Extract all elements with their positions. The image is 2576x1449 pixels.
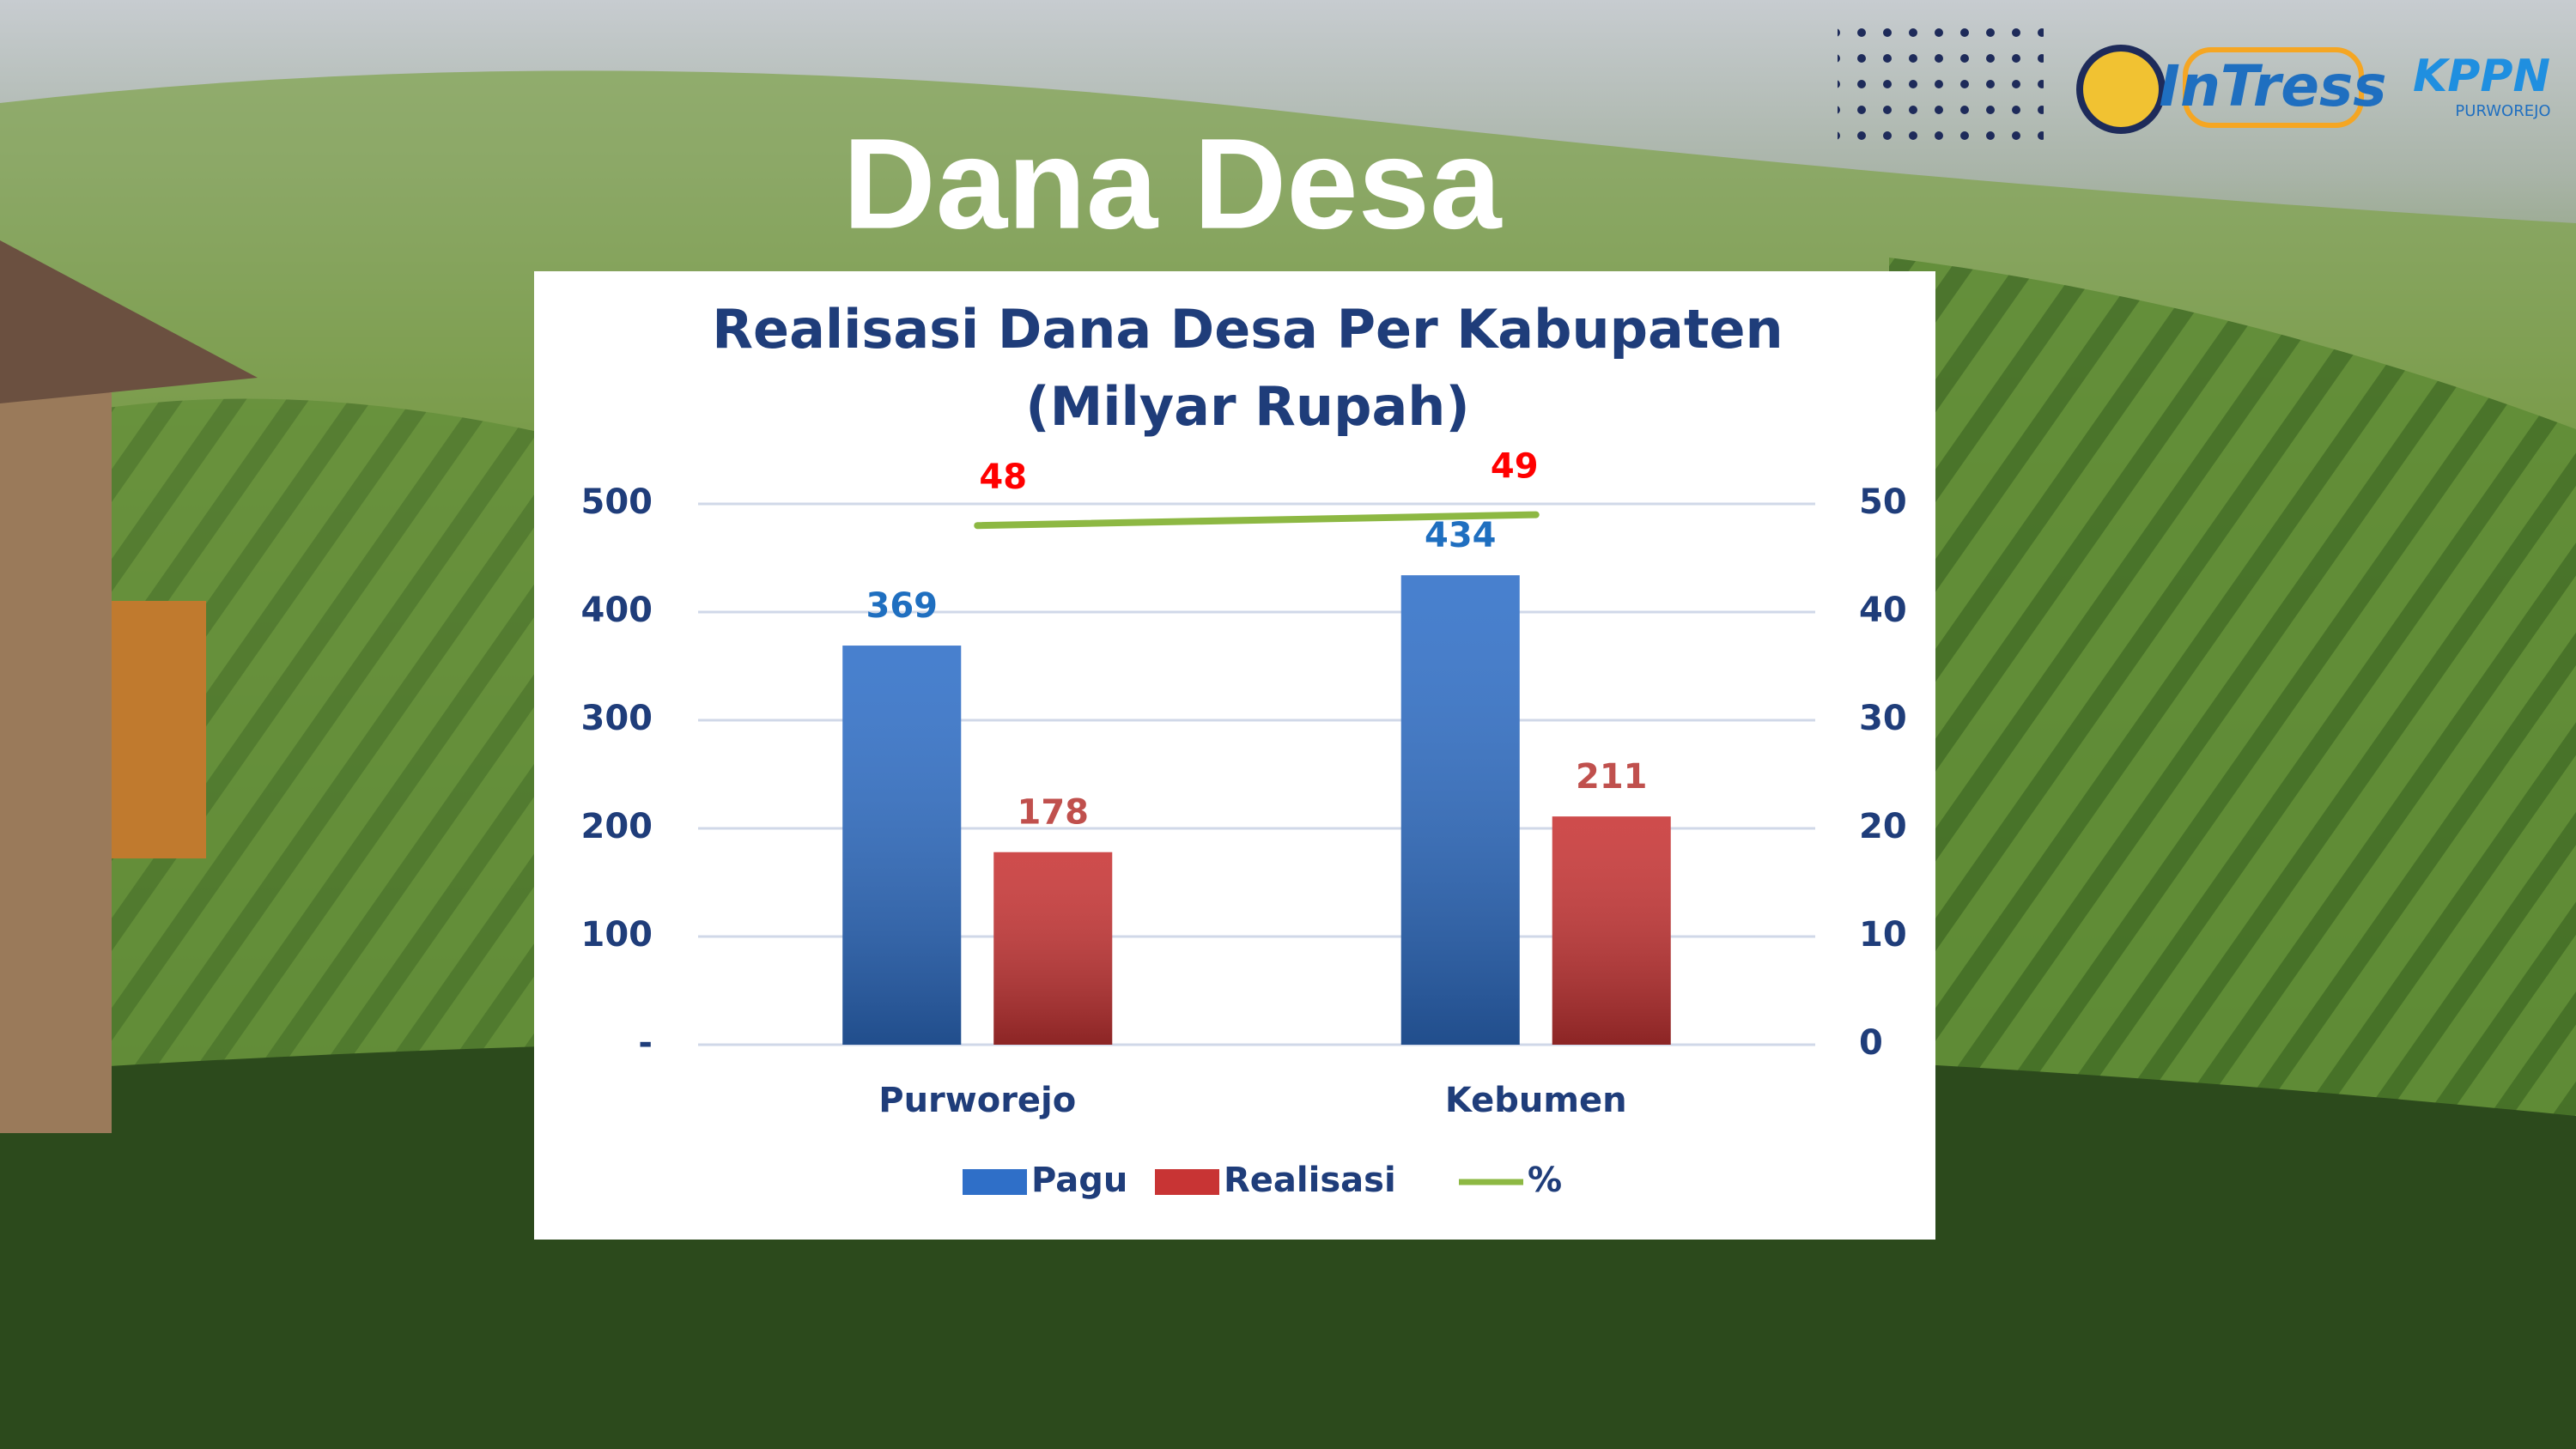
legend-label: %	[1528, 1161, 1562, 1200]
legend-swatch	[1155, 1169, 1219, 1195]
data-label: 49	[1491, 447, 1539, 487]
y-tick-label: 400	[581, 591, 653, 630]
legend-swatch	[963, 1169, 1027, 1195]
line	[974, 511, 1540, 530]
y2-tick-label: 20	[1859, 807, 1907, 846]
chart-panel	[534, 271, 1935, 1240]
y2-tick-label: 40	[1859, 591, 1907, 630]
chart-subtitle: (Milyar Rupah)	[1025, 375, 1470, 438]
legend-label: Pagu	[1031, 1161, 1127, 1200]
emblem	[2076, 45, 2166, 134]
slide-heading: Dana Desa	[842, 112, 1503, 256]
x-tick-label: Purworejo	[878, 1081, 1076, 1120]
legend-label: Realisasi	[1224, 1161, 1396, 1200]
y-tick-label: 500	[581, 482, 653, 522]
data-label: 178	[1018, 793, 1090, 833]
bar-shade	[993, 852, 1113, 1045]
data-label: 369	[866, 586, 939, 626]
y-tick-label: 200	[581, 807, 653, 846]
bar-shade	[1552, 816, 1671, 1045]
y2-tick-label: 10	[1859, 915, 1907, 955]
y-tick-label: 300	[581, 699, 653, 738]
logo-text: InTress	[2159, 53, 2386, 119]
y-tick-label: -	[638, 1023, 653, 1063]
y2-tick-label: 30	[1859, 699, 1907, 738]
logo-text: PURWOREJO	[2455, 102, 2550, 120]
bar-shade	[1400, 575, 1520, 1045]
y-tick-label: 100	[581, 915, 653, 955]
bar-shade	[842, 646, 962, 1045]
chart-title: Realisasi Dana Desa Per Kabupaten	[712, 298, 1783, 361]
data-label: 434	[1425, 516, 1497, 555]
y2-tick-label: 0	[1859, 1023, 1883, 1063]
data-label: 48	[979, 458, 1027, 497]
dot-pattern	[1838, 26, 2044, 146]
data-label: 211	[1576, 757, 1648, 797]
logo-text: KPPN	[2413, 51, 2550, 102]
logo-area: InTress KPPN PURWOREJO	[1838, 26, 2551, 146]
x-tick-label: Kebumen	[1445, 1081, 1627, 1120]
y2-tick-label: 50	[1859, 482, 1907, 522]
logo-frame	[2183, 47, 2364, 128]
plot: - 100 200 300 400 500 0 10 20 30 40 50 Purworejo 369 1…	[581, 447, 1907, 1200]
